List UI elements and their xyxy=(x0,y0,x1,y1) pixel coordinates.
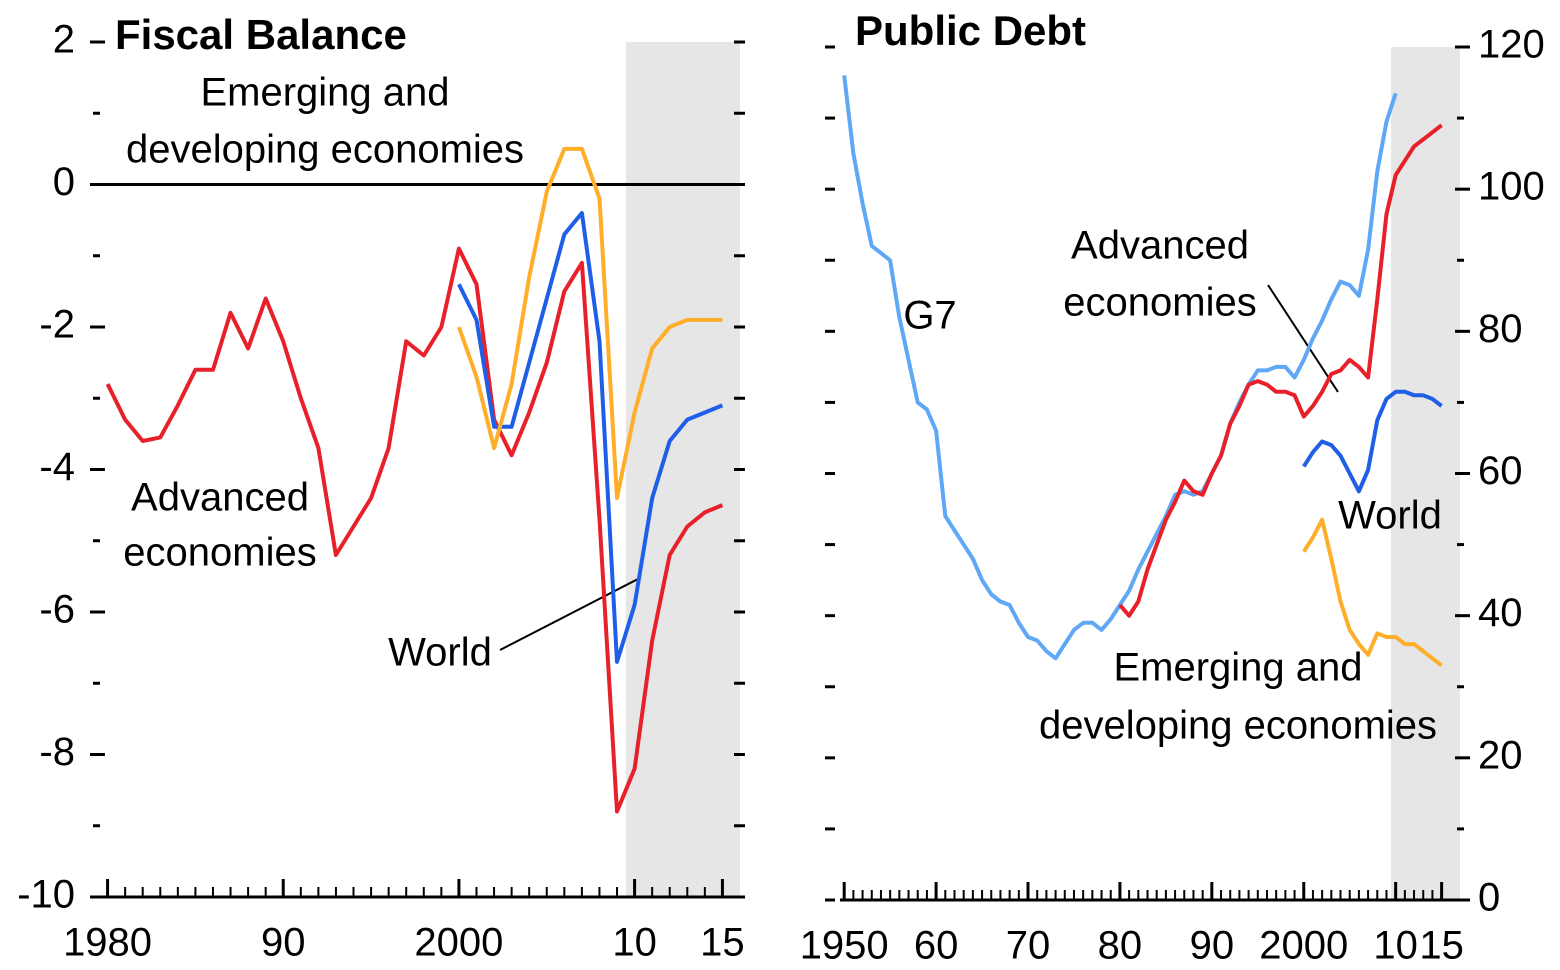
y-tick-label: 20 xyxy=(1478,733,1523,777)
forecast-shade xyxy=(625,42,740,897)
series-line xyxy=(457,146,723,500)
forecast-shade xyxy=(1391,47,1460,900)
series-label: Emerging and xyxy=(200,71,449,115)
x-tick-label: 15 xyxy=(1419,924,1464,968)
series-line xyxy=(1302,517,1443,667)
y-tick-label: 60 xyxy=(1478,449,1523,493)
x-tick-label: 15 xyxy=(700,921,745,965)
y-tick-label: -6 xyxy=(39,588,75,632)
series-line xyxy=(1302,389,1443,494)
y-tick-label: -8 xyxy=(39,730,75,774)
x-tick-label: 60 xyxy=(914,924,959,968)
panel-title: Public Debt xyxy=(855,7,1086,54)
series-line xyxy=(105,246,724,814)
series-label: World xyxy=(1338,494,1442,538)
series-label: G7 xyxy=(903,294,956,338)
y-tick-label: 80 xyxy=(1478,307,1523,351)
y-tick-label: 0 xyxy=(1478,876,1500,920)
x-tick-label: 80 xyxy=(1098,924,1143,968)
y-tick-label: -4 xyxy=(39,445,75,489)
series-label: developing economies xyxy=(1039,704,1437,748)
advanced-leader xyxy=(1267,284,1339,393)
y-tick-label: -2 xyxy=(39,303,75,347)
x-tick-label: 2000 xyxy=(414,921,503,965)
series-label: developing economies xyxy=(126,128,524,172)
series-line xyxy=(457,211,724,664)
world-leader xyxy=(499,577,641,651)
x-tick-label: 2000 xyxy=(1259,924,1348,968)
series-label: Advanced xyxy=(1071,224,1249,268)
y-tick-label: 2 xyxy=(53,18,75,62)
x-tick-label: 1980 xyxy=(63,921,152,965)
y-tick-label: 0 xyxy=(53,160,75,204)
series-label: economies xyxy=(1063,281,1256,325)
x-tick-label: 10 xyxy=(1373,924,1418,968)
series-label: Advanced xyxy=(131,476,309,520)
x-tick-label: 10 xyxy=(612,921,657,965)
x-tick-label: 90 xyxy=(261,921,306,965)
x-tick-label: 1950 xyxy=(800,924,889,968)
series-label: economies xyxy=(123,531,316,575)
series-line xyxy=(1118,123,1443,618)
y-tick-label: -10 xyxy=(17,873,75,917)
y-tick-label: 40 xyxy=(1478,591,1523,635)
series-label: Emerging and xyxy=(1113,646,1362,690)
x-tick-label: 70 xyxy=(1006,924,1051,968)
x-tick-label: 90 xyxy=(1190,924,1235,968)
series-label: World xyxy=(388,631,492,675)
panel-title: Fiscal Balance xyxy=(115,11,407,58)
y-tick-label: 120 xyxy=(1478,23,1545,67)
series-line xyxy=(842,75,1398,661)
y-tick-label: 100 xyxy=(1478,165,1545,209)
